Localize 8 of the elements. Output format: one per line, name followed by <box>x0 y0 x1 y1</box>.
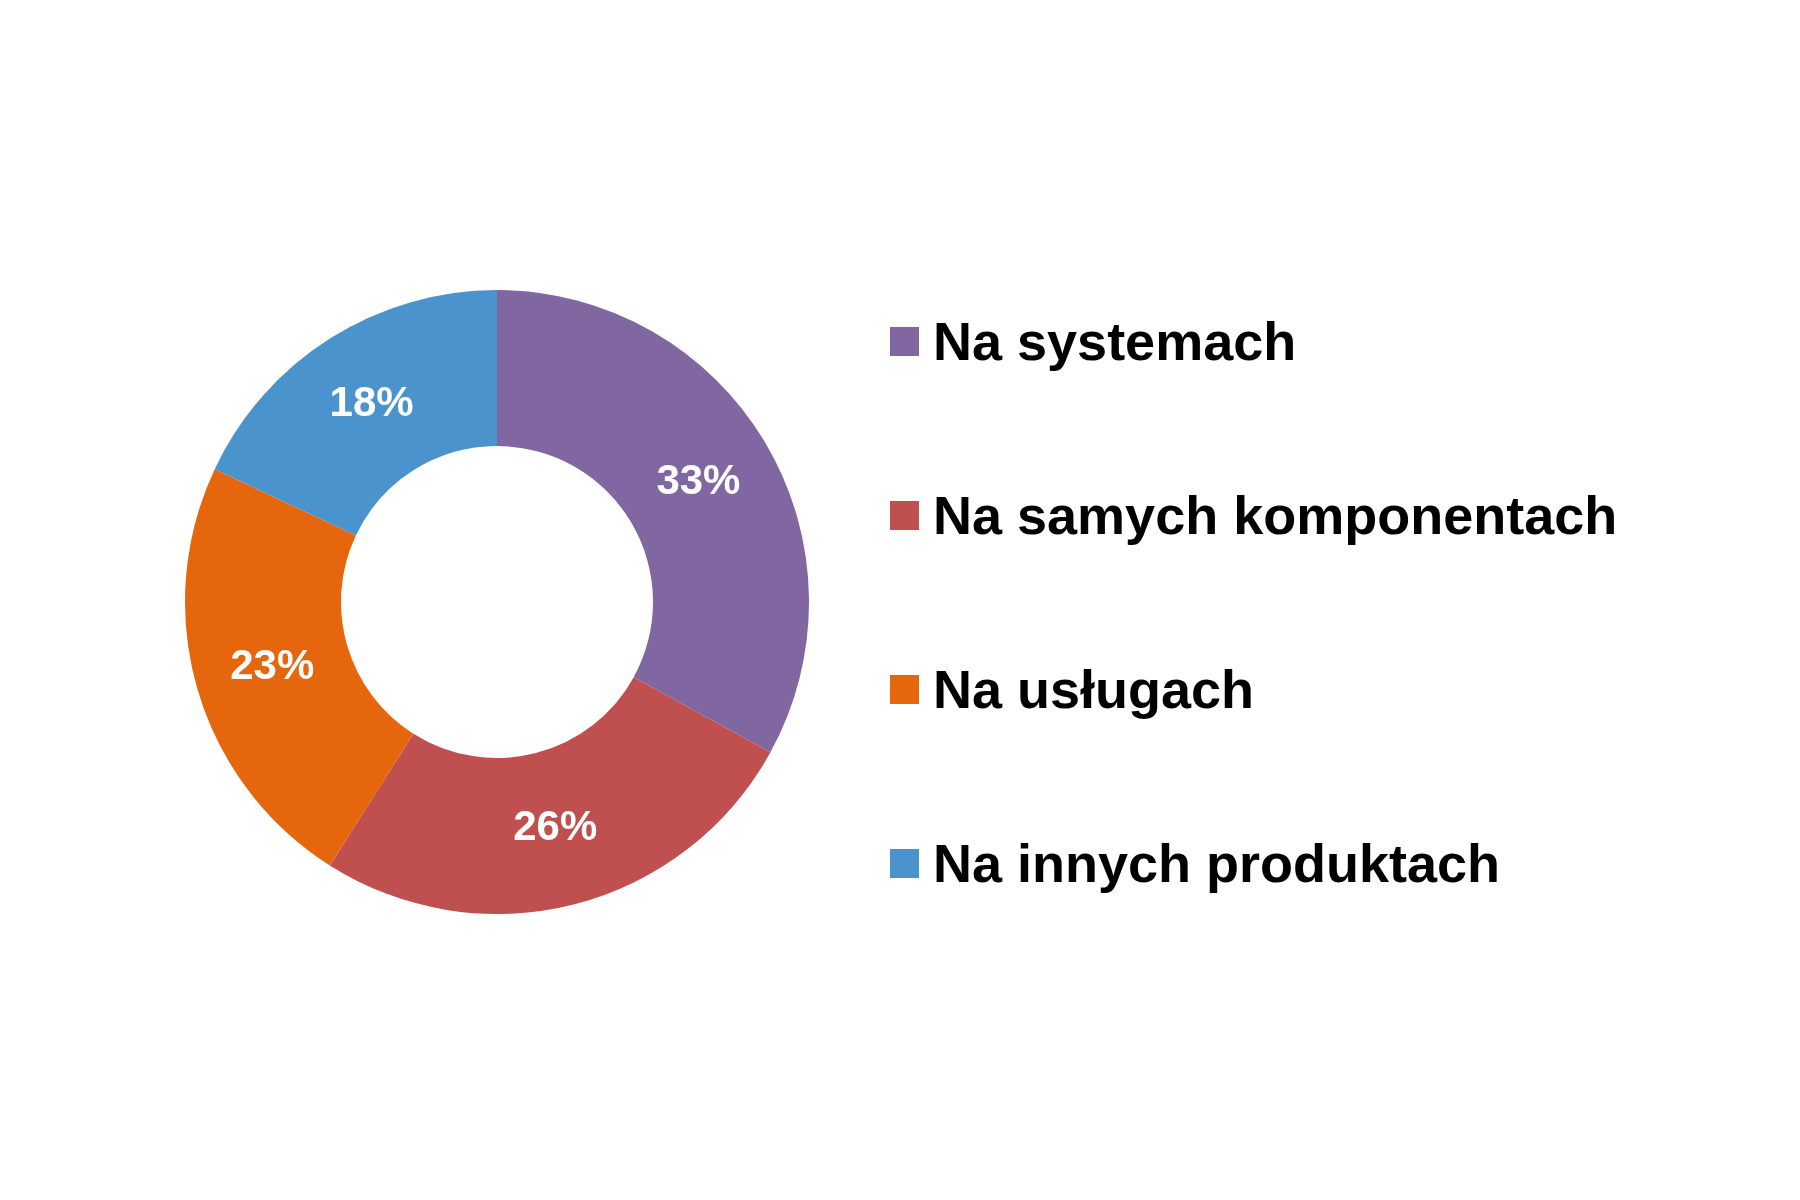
data-label: 23% <box>230 640 315 688</box>
legend-label: Na innych produktach <box>933 833 1501 893</box>
legend-label: Na samych komponentach <box>933 485 1618 545</box>
data-label: 18% <box>329 378 414 426</box>
legend-label: Na systemach <box>933 311 1297 371</box>
data-label: 26% <box>513 802 598 850</box>
legend-label: Na usługach <box>933 659 1255 719</box>
data-label: 33% <box>656 456 741 504</box>
